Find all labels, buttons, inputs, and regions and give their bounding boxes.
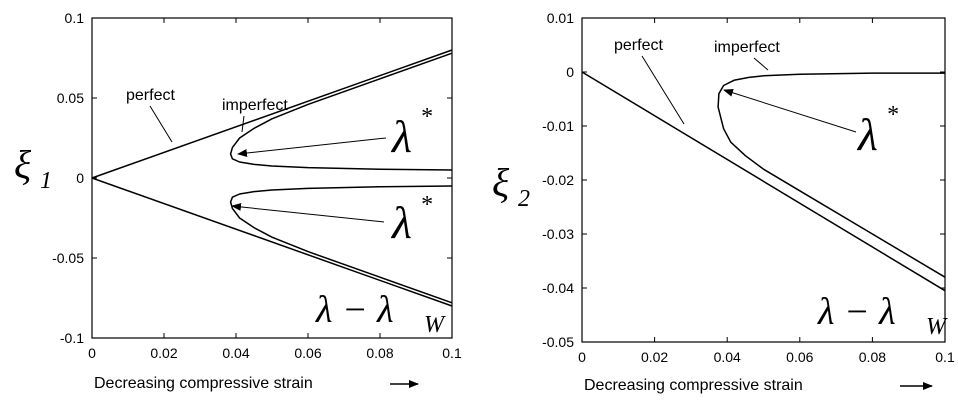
left-lambda-star-upper-sup: * bbox=[420, 104, 432, 130]
left-x-tick-label: 0.04 bbox=[222, 345, 249, 361]
right-imperfect-label: imperfect bbox=[714, 39, 780, 56]
left-x-tick-label: 0 bbox=[88, 345, 96, 361]
left-imperfect-pointer bbox=[241, 115, 245, 133]
right-lambda-star: λ bbox=[856, 109, 878, 160]
right-y-tick-label: -0.05 bbox=[542, 334, 574, 350]
right-perfect-pointer bbox=[641, 55, 685, 125]
left-y-ticks: 0.1 0.05 0 -0.05 -0.1 bbox=[52, 10, 452, 346]
right-y-ticks: 0.01 0 -0.01 -0.02 -0.03 -0.04 -0.05 bbox=[542, 10, 945, 350]
left-x-ticks: 0 0.02 0.04 0.06 0.08 0.1 bbox=[88, 18, 462, 361]
right-y-axis-label-sub: 2 bbox=[518, 186, 530, 212]
left-x-tick-label: 0.02 bbox=[150, 345, 177, 361]
left-series bbox=[91, 49, 453, 307]
right-series bbox=[581, 71, 946, 292]
left-y-tick-label: -0.05 bbox=[52, 250, 84, 266]
left-lambda-star-lower-arrow bbox=[231, 202, 385, 223]
left-y-axis-label-sub: 1 bbox=[40, 168, 52, 194]
left-x-tick-label: 0.08 bbox=[366, 345, 393, 361]
left-y-tick-label: 0 bbox=[76, 170, 84, 186]
left-y-tick-label: 0.05 bbox=[57, 90, 84, 106]
left-y-tick-label: 0.1 bbox=[65, 10, 85, 26]
right-chart: 0 0.02 0.04 0.06 0.08 0.1 0.01 0 -0.01 -0.02 -0.0… bbox=[492, 10, 955, 394]
right-x-tick-label: 0.06 bbox=[786, 349, 813, 365]
right-x-tick-label: 0 bbox=[578, 349, 586, 365]
right-x-tick-label: 0.02 bbox=[641, 349, 668, 365]
right-y-tick-label: 0.01 bbox=[547, 10, 574, 26]
right-series-perfect-0 bbox=[581, 71, 946, 292]
left-series-perfect-0 bbox=[91, 49, 453, 179]
right-imperfect-pointer bbox=[753, 57, 769, 71]
left-perfect-label: perfect bbox=[126, 87, 175, 104]
right-lambda-w-sub: W bbox=[926, 314, 948, 340]
left-x-tick-label: 0.06 bbox=[294, 345, 321, 361]
right-y-tick-label: -0.02 bbox=[542, 172, 574, 188]
left-lambda-w-sub: W bbox=[424, 312, 446, 338]
left-y-axis-label: ξ bbox=[14, 142, 32, 187]
right-lambda-star-arrow bbox=[723, 88, 857, 133]
left-series-imperfect-3 bbox=[229, 185, 453, 304]
left-series-perfect-1 bbox=[91, 177, 453, 307]
left-lambda-minus-lambda-w: λ − λ bbox=[315, 289, 394, 331]
right-y-tick-label: -0.01 bbox=[542, 118, 574, 134]
right-y-tick-label: -0.03 bbox=[542, 226, 574, 242]
right-x-ticks: 0 0.02 0.04 0.06 0.08 0.1 bbox=[578, 18, 955, 365]
left-lambda-star-lower: λ bbox=[390, 197, 412, 248]
left-lambda-star-lower-sup: * bbox=[420, 192, 432, 218]
left-x-tick-label: 0.1 bbox=[442, 345, 462, 361]
left-x-axis-label: Decreasing compressive strain bbox=[94, 375, 313, 392]
left-lambda-star-upper: λ bbox=[390, 111, 412, 162]
right-x-tick-label: 0.08 bbox=[859, 349, 886, 365]
right-x-axis-label: Decreasing compressive strain bbox=[584, 377, 803, 394]
left-chart: 0 0.02 0.04 0.06 0.08 0.1 0.1 0.05 0 -0.05 -0.1 ξ… bbox=[14, 10, 462, 392]
right-lambda-minus-lambda-w: λ − λ bbox=[817, 291, 896, 333]
right-lambda-star-sup: * bbox=[886, 102, 898, 128]
right-x-tick-label: 0.1 bbox=[935, 349, 955, 365]
left-lambda-star-upper-arrow bbox=[237, 137, 387, 158]
left-perfect-pointer bbox=[149, 105, 173, 143]
right-y-tick-label: -0.04 bbox=[542, 280, 574, 296]
left-imperfect-label: imperfect bbox=[222, 97, 288, 114]
right-y-axis-label: ξ bbox=[492, 160, 510, 205]
right-series-imperfect-1 bbox=[717, 72, 946, 278]
left-series-imperfect-2 bbox=[229, 52, 453, 171]
right-x-tick-label: 0.04 bbox=[714, 349, 741, 365]
right-perfect-label: perfect bbox=[614, 37, 663, 54]
right-y-tick-label: 0 bbox=[566, 64, 574, 80]
left-y-tick-label: -0.1 bbox=[60, 330, 84, 346]
left-plot-frame bbox=[91, 17, 453, 339]
